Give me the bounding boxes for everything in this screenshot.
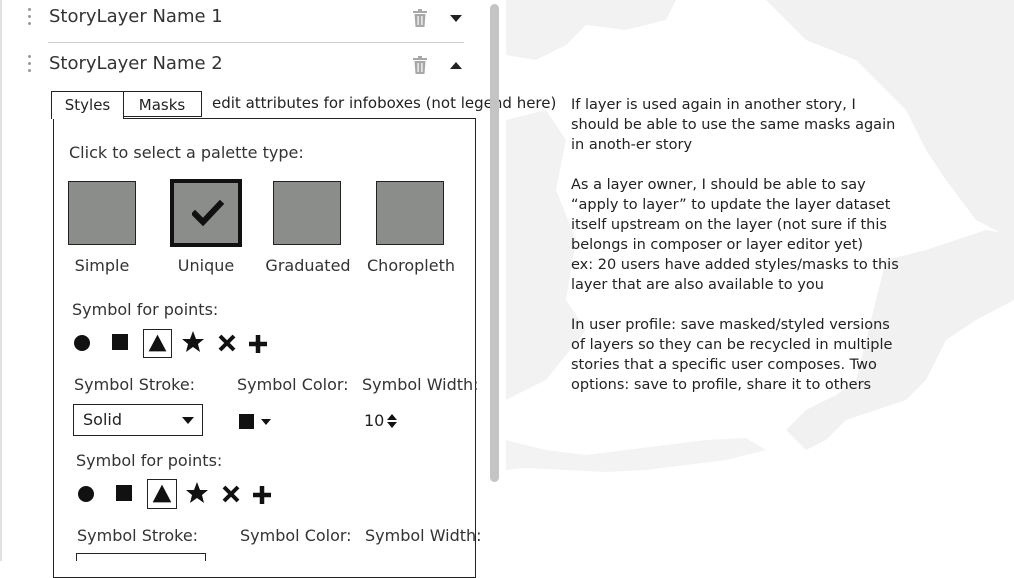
- note-masks-reuse: If layer is used again in another story,…: [571, 97, 896, 153]
- symbol-color-picker[interactable]: [239, 412, 279, 432]
- palette-choropleth-swatch[interactable]: [376, 181, 444, 245]
- x-icon[interactable]: [214, 330, 240, 356]
- triangle-icon[interactable]: [147, 479, 177, 509]
- drag-handle-icon[interactable]: [28, 55, 32, 79]
- symbol-color-label: Symbol Color:: [237, 375, 349, 394]
- symbol-stroke-label: Symbol Stroke:: [77, 526, 199, 545]
- circle-icon[interactable]: [69, 330, 95, 356]
- palette-unique-swatch[interactable]: [170, 179, 242, 247]
- chevron-down-icon: [261, 419, 271, 425]
- palette-simple-label: Simple: [74, 256, 130, 275]
- chevron-up-icon[interactable]: [448, 59, 464, 71]
- layer-row-1[interactable]: StoryLayer Name 1: [20, 0, 474, 43]
- symbol-stroke-value: Solid: [83, 410, 122, 429]
- circle-icon[interactable]: [73, 481, 99, 507]
- layer-row-2[interactable]: StoryLayer Name 2: [20, 47, 474, 87]
- symbol-width-label: Symbol Width:: [362, 375, 479, 394]
- story-layers-panel: StoryLayer Name 1 StoryLayer Name 2 Styl…: [2, 0, 556, 578]
- stepper-up-icon[interactable]: [387, 414, 397, 420]
- x-icon[interactable]: [218, 481, 244, 507]
- trash-icon[interactable]: [412, 56, 428, 74]
- layer-divider: [48, 42, 464, 43]
- palette-graduated-swatch[interactable]: [273, 181, 341, 245]
- palette-unique-label: Unique: [177, 256, 235, 275]
- symbol-points-label: Symbol for points:: [76, 451, 223, 470]
- palette-graduated-label: Graduated: [265, 256, 351, 275]
- tab-annotation: edit attributes for infoboxes (not legen…: [212, 94, 557, 112]
- tab-masks[interactable]: Masks: [122, 91, 202, 117]
- stepper-down-icon[interactable]: [387, 422, 397, 428]
- color-swatch: [239, 414, 254, 429]
- layer-name: StoryLayer Name 1: [49, 6, 223, 27]
- palette-prompt: Click to select a palette type:: [69, 143, 304, 162]
- symbol-width-label: Symbol Width:: [365, 526, 482, 545]
- palette-simple-swatch[interactable]: [68, 181, 136, 245]
- window-left-edge: [0, 0, 2, 561]
- chevron-down-icon[interactable]: [448, 12, 464, 24]
- plus-icon[interactable]: [245, 331, 271, 357]
- symbol-points-label: Symbol for points:: [72, 300, 219, 319]
- map-background[interactable]: [506, 0, 1014, 561]
- star-icon[interactable]: [180, 329, 206, 355]
- note-apply-to-layer: As a layer owner, I should be able to sa…: [571, 177, 899, 293]
- triangle-icon[interactable]: [143, 329, 172, 358]
- square-icon[interactable]: [107, 330, 133, 356]
- star-icon[interactable]: [184, 480, 210, 506]
- symbol-stroke-select[interactable]: [76, 553, 206, 561]
- drag-handle-icon[interactable]: [28, 8, 32, 32]
- square-icon[interactable]: [111, 481, 137, 507]
- layer-name: StoryLayer Name 2: [49, 53, 223, 74]
- trash-icon[interactable]: [412, 9, 428, 27]
- tab-styles[interactable]: Styles: [51, 91, 124, 119]
- note-user-profile: In user profile: save masked/styled vers…: [571, 317, 893, 393]
- checkmark-icon: [192, 200, 224, 227]
- symbol-stroke-select[interactable]: Solid: [73, 404, 203, 436]
- symbol-width-stepper[interactable]: 10: [364, 411, 404, 431]
- chevron-down-icon: [182, 417, 194, 424]
- plus-icon[interactable]: [249, 482, 275, 508]
- palette-choropleth-label: Choropleth: [367, 256, 455, 275]
- scrollbar-thumb[interactable]: [490, 4, 499, 482]
- symbol-width-value: 10: [364, 411, 385, 430]
- symbol-stroke-label: Symbol Stroke:: [74, 375, 196, 394]
- symbol-color-label: Symbol Color:: [240, 526, 352, 545]
